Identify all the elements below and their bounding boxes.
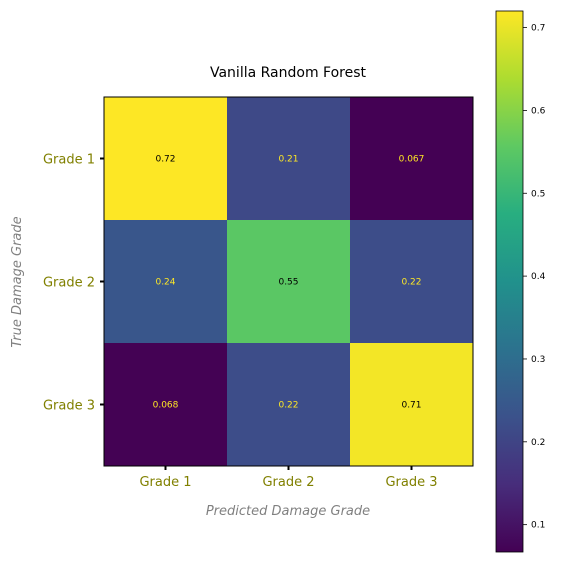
x-axis-ticks: Grade 1 Grade 2 Grade 3 — [139, 466, 438, 490]
colorbar-tick-label: 0.4 — [531, 272, 546, 282]
colorbar-tick-label: 0.7 — [531, 24, 545, 34]
y-tick-label: Grade 2 — [43, 276, 95, 291]
heatmap-cells — [104, 97, 473, 466]
cell-value-label: 0.24 — [155, 278, 175, 288]
chart-title: Vanilla Random Forest — [210, 65, 367, 81]
cell-value-label: 0.22 — [401, 278, 421, 288]
colorbar-tick-label: 0.2 — [531, 438, 545, 448]
colorbar-tick-label: 0.5 — [531, 189, 545, 199]
x-tick-label: Grade 2 — [262, 475, 314, 490]
y-tick-label: Grade 1 — [43, 153, 95, 168]
y-tick-label: Grade 3 — [43, 399, 95, 414]
colorbar-tick-label: 0.1 — [531, 521, 545, 531]
colorbar-tick-label: 0.6 — [531, 106, 546, 116]
heatmap-cell — [104, 343, 227, 466]
x-tick-label: Grade 3 — [385, 475, 437, 490]
x-axis-label: Predicted Damage Grade — [206, 504, 370, 519]
heatmap-cell — [104, 97, 227, 220]
cell-value-label: 0.21 — [278, 155, 298, 165]
cell-value-label: 0.72 — [155, 155, 175, 165]
y-axis-ticks: Grade 1 Grade 2 Grade 3 — [43, 153, 104, 414]
heatmap-cell — [350, 343, 473, 466]
y-axis-label: True Damage Grade — [10, 216, 25, 347]
colorbar-frame — [495, 10, 524, 553]
colorbar — [496, 11, 523, 552]
colorbar-tick-label: 0.3 — [531, 355, 545, 365]
heatmap-cell — [227, 343, 350, 466]
heatmap-cell — [350, 220, 473, 343]
cell-value-labels: 0.72 0.21 0.067 0.24 0.55 0.22 0.068 0.22 0.71 — [153, 155, 425, 411]
colorbar-ticks: 0.1 0.2 0.3 0.4 0.5 0.6 0.7 — [523, 24, 546, 531]
cell-value-label: 0.55 — [278, 278, 298, 288]
cell-value-label: 0.71 — [401, 401, 421, 411]
cell-value-label: 0.067 — [399, 155, 425, 165]
cell-value-label: 0.22 — [278, 401, 298, 411]
heatmap-cell — [350, 97, 473, 220]
x-tick-label: Grade 1 — [139, 475, 191, 490]
heatmap-cell — [227, 97, 350, 220]
heatmap-cell — [227, 220, 350, 343]
cell-value-label: 0.068 — [153, 401, 179, 411]
heatmap-cell — [104, 220, 227, 343]
